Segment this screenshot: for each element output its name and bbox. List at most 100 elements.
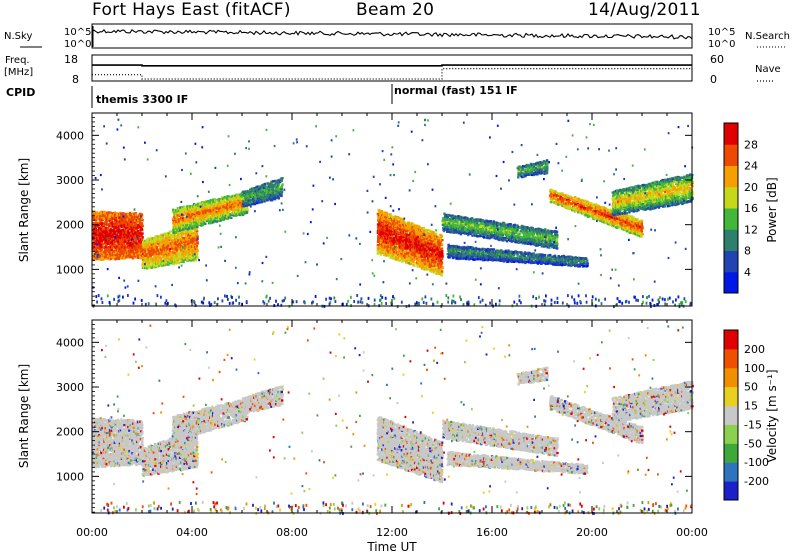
plot-title: Fort Hays East (fitACF) [92, 0, 291, 20]
data-cell [93, 210, 96, 214]
data-cell [172, 228, 175, 231]
data-cell [150, 264, 154, 267]
data-cell [100, 213, 103, 216]
data-cell [121, 244, 124, 247]
data-cell [132, 251, 135, 254]
data-cell [156, 247, 159, 251]
data-cell [126, 218, 130, 222]
data-cell [117, 220, 120, 224]
data-cell [139, 225, 142, 228]
data-cell [115, 212, 119, 215]
data-cell [163, 264, 166, 267]
data-cell [173, 224, 176, 227]
data-cell [153, 261, 156, 264]
data-cell [187, 229, 191, 233]
data-cell [107, 238, 111, 241]
data-cell [147, 250, 150, 253]
data-cell [111, 234, 114, 237]
data-cell [162, 255, 165, 258]
data-cell [141, 264, 144, 268]
data-cell [165, 263, 168, 266]
data-cell [140, 228, 143, 231]
data-cell [446, 225, 449, 228]
data-cell [186, 258, 189, 261]
data-cell [117, 252, 120, 256]
data-cell [166, 240, 169, 243]
data-cell [98, 231, 101, 234]
data-cell [163, 239, 166, 243]
data-cell [134, 224, 137, 227]
nave-label: Nave [755, 64, 781, 75]
data-cell [141, 236, 144, 239]
data-cell [118, 216, 121, 219]
data-cell [139, 212, 142, 216]
data-cell [555, 230, 559, 233]
data-cell [125, 214, 128, 217]
data-cell [112, 256, 115, 260]
data-cell [123, 244, 126, 247]
data-cell [163, 261, 166, 264]
data-cell [151, 257, 155, 260]
data-cell [175, 252, 178, 255]
data-cell [127, 256, 130, 259]
data-cell [155, 242, 158, 245]
data-cell [281, 183, 284, 186]
data-cell [471, 234, 474, 237]
data-cell [126, 246, 130, 249]
data-cell [130, 221, 133, 225]
data-cell [111, 253, 115, 257]
data-cell [119, 218, 122, 221]
data-cell [263, 182, 267, 186]
data-cell [150, 243, 154, 246]
data-cell [165, 256, 168, 260]
data-cell [112, 228, 116, 232]
data-cell [441, 243, 444, 246]
data-cell [94, 256, 98, 259]
data-cell [441, 255, 444, 258]
data-cell [95, 249, 99, 252]
data-cell [91, 210, 95, 213]
data-cell [108, 230, 111, 233]
data-cell [187, 242, 190, 246]
data-cell [115, 214, 119, 217]
data-cell [105, 222, 108, 225]
data-cell [134, 222, 138, 225]
data-cell [103, 222, 106, 226]
data-cell [147, 248, 150, 251]
data-cell [173, 243, 176, 247]
data-cell [105, 248, 108, 251]
data-cell [167, 236, 170, 240]
data-cell [150, 261, 153, 264]
nave-tick-bottom: 0 [710, 73, 717, 86]
data-cell [148, 264, 151, 267]
data-cell [101, 223, 104, 227]
data-cell [127, 239, 130, 243]
data-cell [129, 243, 132, 246]
data-cell [556, 233, 559, 237]
data-cell [164, 244, 167, 247]
data-cell [192, 240, 196, 243]
freq-panel-frame [91, 54, 693, 82]
data-cell [392, 250, 396, 254]
data-cell [157, 259, 160, 262]
data-cell [172, 250, 175, 253]
data-cell [170, 259, 173, 262]
data-cell [164, 249, 167, 252]
data-cell [170, 250, 173, 254]
data-cell [111, 244, 115, 248]
data-cell [386, 239, 389, 242]
data-cell [135, 213, 138, 216]
data-cell [173, 242, 177, 245]
data-cell [92, 236, 96, 239]
data-cell [136, 246, 140, 249]
data-cell [126, 237, 129, 241]
data-cell [190, 230, 193, 234]
data-cell [176, 240, 180, 243]
data-cell [135, 244, 138, 248]
data-cell [171, 247, 175, 250]
data-cell [134, 246, 137, 249]
data-cell [192, 259, 195, 262]
data-cell [170, 262, 173, 265]
data-cell [101, 228, 105, 231]
data-cell [109, 214, 112, 217]
